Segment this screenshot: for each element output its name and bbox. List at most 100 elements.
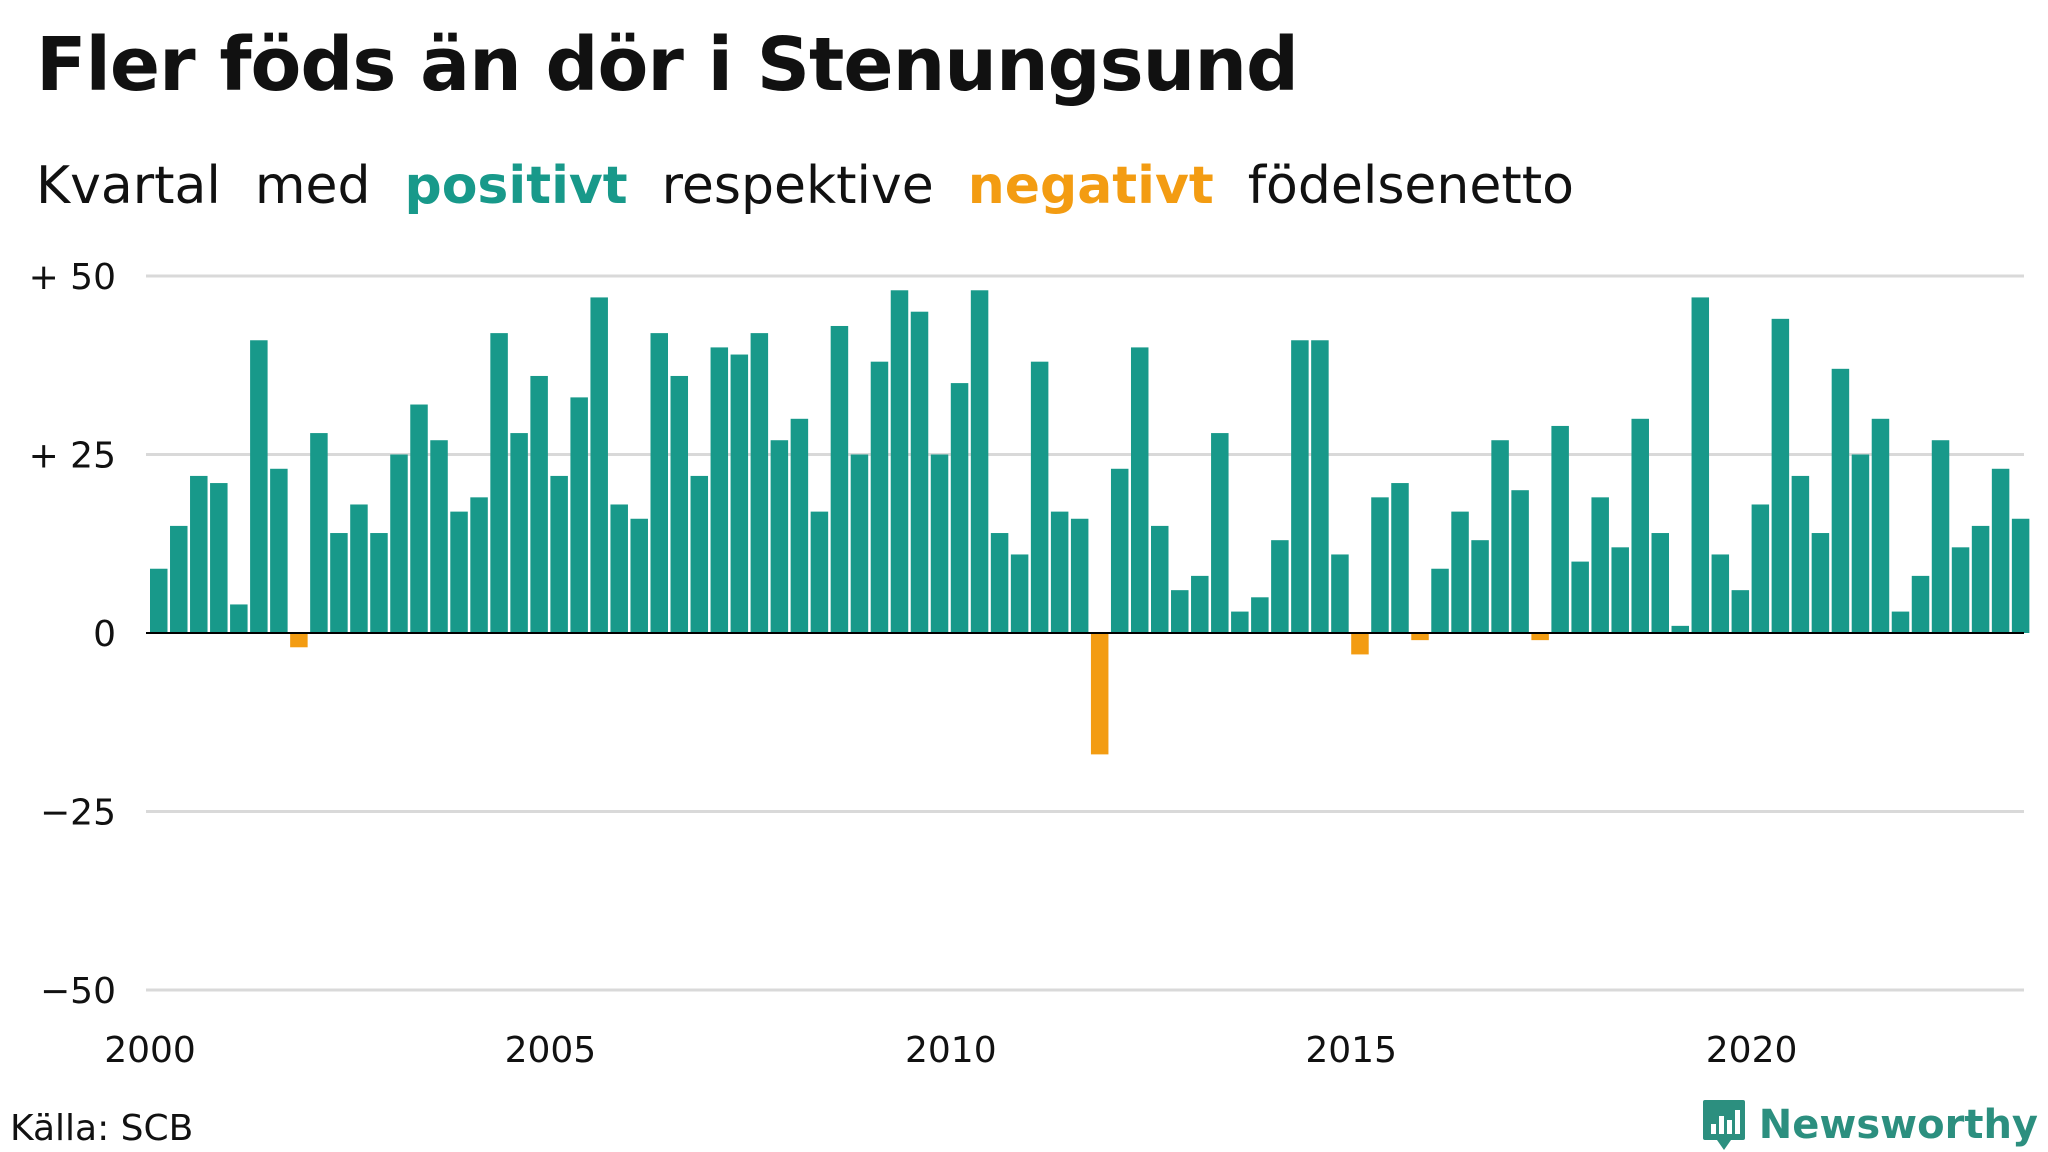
bar [1090,633,1109,755]
brand-logo[interactable]: Newsworthy [1701,1098,2038,1152]
bar [890,290,909,633]
bar [790,418,809,633]
bar [250,340,268,633]
bar [670,375,689,633]
bar [770,440,789,633]
bar [430,440,448,633]
bar [1391,483,1409,633]
bar [1151,525,1169,633]
bar [910,311,929,633]
bar [490,333,508,633]
bar [1911,575,1930,633]
bar [1811,533,1830,633]
bar [1311,340,1329,633]
bar [1791,475,1810,633]
bar [230,604,248,633]
legend-positive: positivt [404,156,628,216]
bar-chart: + 50 + 25 0 −25 −50 2000 2005 2010 2015 2020 [29,257,2030,1071]
bar [1571,561,1589,633]
bar [1731,590,1750,633]
bar [710,347,729,633]
y-tick-label: + 50 [29,257,116,298]
bar [590,297,608,633]
bar [1171,590,1189,633]
bar [470,497,488,633]
bar [630,518,648,633]
bar [1251,597,1269,633]
subtitle-word: med [254,156,371,216]
bar [1010,554,1029,633]
y-tick-label: −25 [40,793,116,834]
bar [1771,318,1790,633]
source-label: Källa: SCB [10,1108,194,1149]
x-tick-label: 2005 [505,1030,597,1071]
bar [1351,633,1369,655]
bar [1711,554,1730,633]
bar [1591,497,1609,633]
x-tick-label: 2020 [1706,1030,1798,1071]
bar [1110,468,1129,633]
bar [1651,533,1669,633]
bar [950,383,969,633]
bar [510,433,528,633]
subtitle-word: födelsenetto [1247,156,1574,216]
bar [1191,575,1209,633]
bar [1471,540,1489,633]
bar [1931,440,1950,633]
subtitle-word: respektive [661,156,934,216]
bar [210,483,228,633]
bar [1851,454,1870,633]
bar [1211,433,1229,633]
bar [1671,625,1690,633]
bar [1831,368,1850,633]
bar [1491,440,1509,633]
bar [170,525,188,633]
bar [650,333,668,633]
bar [1030,361,1049,633]
bar [930,454,949,633]
bar [550,475,568,633]
bar [730,354,749,633]
bar [1070,518,1089,633]
newsworthy-logo-icon [1702,1100,1745,1150]
bar [830,325,849,633]
bar [530,375,548,633]
bar [450,511,468,633]
x-axis-labels: 2000 2005 2010 2015 2020 [104,1030,1797,1071]
bar [810,511,829,633]
bar [1531,633,1549,641]
bar [270,468,288,633]
bar [1050,511,1069,633]
y-tick-label: + 25 [29,436,116,477]
bar [150,568,168,633]
bar [1371,497,1389,633]
bar [1891,611,1910,633]
bar [1331,554,1349,633]
bar [190,475,208,633]
bar [410,404,428,633]
bar [870,361,889,633]
bar [1130,347,1149,633]
bar [1871,418,1890,633]
bar [1271,540,1289,633]
chart-title: Fler föds än dör i Stenungsund [36,22,1299,108]
bar [570,397,588,633]
bar [370,533,388,633]
x-tick-label: 2015 [1305,1030,1397,1071]
bar [1431,568,1449,633]
bar [290,633,308,648]
bar [610,504,628,633]
bars [150,290,2030,755]
y-tick-label: 0 [93,614,116,655]
bar [1951,547,1970,633]
bar [2011,518,2030,633]
brand-name: Newsworthy [1758,1102,2038,1148]
bar [310,433,328,633]
y-tick-label: −50 [40,971,116,1012]
bar [390,454,408,633]
bar [690,475,709,633]
bar [1971,525,1990,633]
bar [330,533,348,633]
bar [850,454,869,633]
bar [350,504,368,633]
